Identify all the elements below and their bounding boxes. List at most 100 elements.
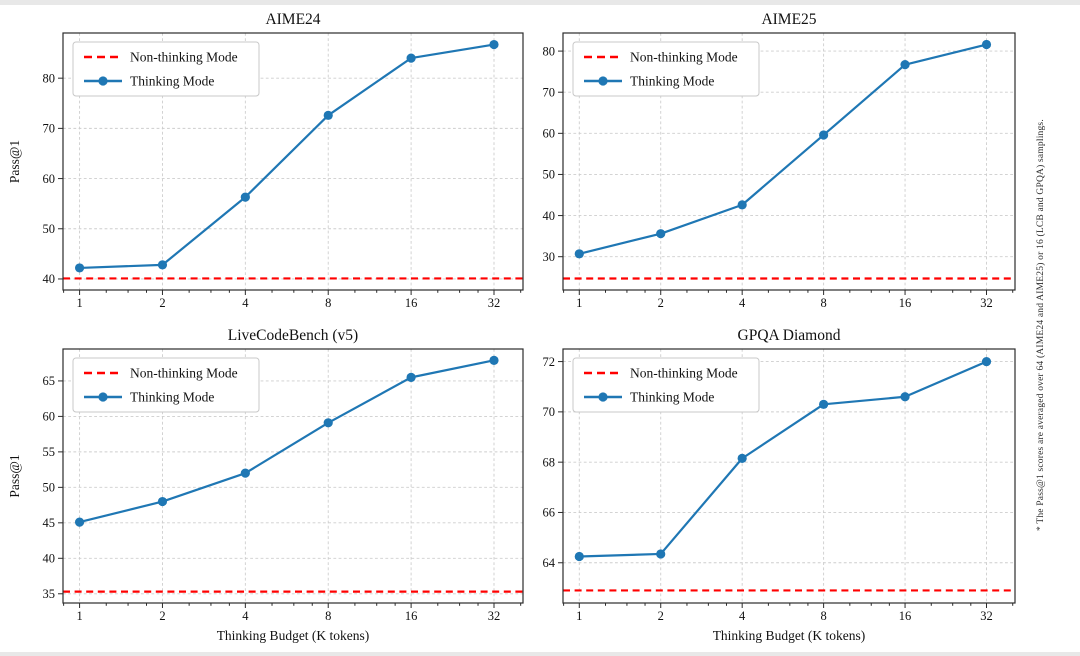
chart-plot-area: 1 2 4 8 16 32 35 40 45 50 55 60 65 LiveCodeBench (v5)… [7,328,524,643]
data-point [574,249,584,259]
legend-thinking-label: Thinking Mode [630,390,714,405]
data-point [656,549,666,559]
x-tick-label: 1 [576,296,582,310]
x-tick-label: 8 [820,296,826,310]
x-tick-label: 16 [899,296,912,310]
x-tick-label: 4 [739,609,746,623]
data-point [489,355,499,365]
thinking-mode-line [579,360,987,558]
legend-non-thinking-label: Non-thinking Mode [630,50,738,65]
x-tick-label: 2 [658,296,664,310]
data-point [406,53,416,63]
chart-gpqa-diamond: 1 2 4 8 16 32 64 66 68 70 72 GPQA Diamond Thinking B… [540,328,1035,656]
x-tick-label: 4 [739,296,746,310]
thinking-mode-line [579,43,987,255]
y-tick-label: 30 [543,250,556,264]
y-tick-label: 40 [543,209,556,223]
legend-box [572,41,760,97]
y-tick-label: 40 [43,552,56,566]
x-tick-label: 1 [76,296,82,310]
x-tick-label: 4 [242,296,249,310]
y-tick-label: 64 [543,556,556,570]
data-point [323,418,333,428]
data-point [981,356,992,367]
gridlines [63,349,523,603]
axis-ticks [58,380,522,608]
data-point [74,517,85,527]
gridlines [563,33,1015,290]
y-tick-label: 50 [43,222,56,236]
axes-frame [562,32,1016,291]
axes-frame [62,32,524,291]
data-point [74,263,85,273]
thinking-mode-line [79,359,495,524]
y-tick-label: 66 [543,506,556,520]
x-tick-label: 1 [76,609,82,623]
data-point [656,229,666,239]
data-point [240,468,250,478]
x-tick-label: 32 [980,296,993,310]
chart-plot-area: 1 2 4 8 16 32 40 50 60 70 80 AIME24 Pass@1 Non-thinki… [7,11,524,310]
data-point [489,39,499,50]
data-point [737,453,747,463]
legend-thinking-marker [598,76,608,86]
axis-ticks [558,361,1014,608]
x-tick-label: 2 [159,296,165,310]
legend-thinking-label: Thinking Mode [130,74,214,89]
y-tick-label: 60 [43,410,56,424]
legend-thinking-label: Thinking Mode [130,390,214,405]
x-tick-label: 8 [325,609,331,623]
legend-box [572,357,760,413]
legend-non-thinking-label: Non-thinking Mode [630,366,738,381]
x-tick-label: 32 [488,609,501,623]
data-point [157,496,168,507]
y-axis-label: Pass@1 [7,140,22,183]
data-point [323,110,333,120]
chart-title: GPQA Diamond [738,328,841,344]
x-axis-label: Thinking Budget (K tokens) [713,628,866,643]
data-point [819,399,829,409]
chart-livecodebench: 1 2 4 8 16 32 35 40 45 50 55 60 65 LiveCodeBench (v5)… [0,328,540,656]
legend-thinking-label: Thinking Mode [630,74,714,89]
x-tick-label: 8 [325,296,331,310]
data-point [900,392,910,402]
legend-thinking-marker [598,392,608,402]
y-tick-label: 65 [43,374,56,388]
y-tick-label: 80 [43,71,56,85]
chart-plot-area: 1 2 4 8 16 32 64 66 68 70 72 GPQA Diamond Thinking B… [543,328,1016,643]
x-tick-label: 8 [820,609,826,623]
y-tick-label: 40 [43,272,56,286]
data-point [981,39,992,50]
chart-aime24: 1 2 4 8 16 32 40 50 60 70 80 AIME24 Pass@1 Non-thinki… [0,0,540,328]
y-axis-label: Pass@1 [7,454,22,497]
x-tick-label: 16 [405,609,418,623]
legend-thinking-marker [98,392,108,402]
x-tick-label: 1 [576,609,582,623]
x-tick-label: 32 [980,609,993,623]
axes-frame [62,348,524,604]
y-tick-label: 60 [43,172,56,186]
legend: Non-thinking Mode Thinking Mode [572,357,760,413]
legend-non-thinking-label: Non-thinking Mode [130,366,238,381]
y-tick-label: 72 [543,355,556,369]
x-tick-label: 16 [405,296,418,310]
y-tick-label: 50 [543,168,556,182]
data-point [406,372,416,382]
chart-title: AIME25 [761,11,816,28]
legend: Non-thinking Mode Thinking Mode [72,357,260,413]
y-tick-label: 45 [43,516,56,530]
x-axis-label: Thinking Budget (K tokens) [217,628,370,643]
legend: Non-thinking Mode Thinking Mode [572,41,760,97]
chart-aime25: 1 2 4 8 16 32 30 40 50 60 70 80 AIME25 Non-thinking M… [540,0,1035,328]
axis-ticks [58,77,522,295]
legend-box [72,357,260,413]
data-point [574,551,584,562]
data-point [819,130,829,140]
y-tick-label: 55 [43,445,56,459]
legend-thinking-marker [98,76,108,86]
chart-title: AIME24 [265,11,320,28]
x-tick-label: 32 [488,296,501,310]
y-tick-label: 35 [43,587,56,601]
